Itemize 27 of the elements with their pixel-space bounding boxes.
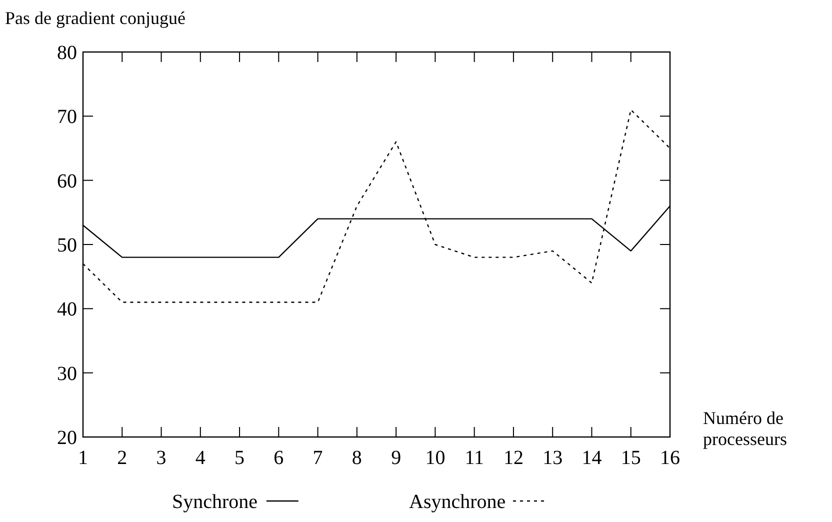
x-tick-label: 6: [274, 447, 284, 469]
x-tick-label: 9: [391, 447, 402, 469]
legend-label: Synchrone: [172, 491, 258, 513]
y-tick-label: 50: [57, 234, 77, 256]
y-tick-label: 20: [57, 427, 77, 449]
y-tick-label: 60: [57, 170, 77, 192]
x-tick-label: 14: [582, 447, 602, 469]
x-tick-label: 1: [78, 447, 88, 469]
x-axis-title: Numéro de processeurs: [703, 408, 787, 449]
legend-label: Asynchrone: [409, 491, 506, 513]
x-tick-label: 13: [542, 447, 563, 469]
x-tick-label: 16: [660, 447, 680, 469]
x-tick-label: 2: [117, 447, 128, 469]
x-tick-label: 8: [352, 447, 362, 469]
y-tick-label: 70: [57, 106, 77, 128]
y-axis-title: Pas de gradient conjugué: [5, 8, 186, 28]
y-tick-label: 80: [57, 42, 77, 64]
y-tick-label: 30: [57, 362, 77, 385]
x-tick-label: 3: [156, 447, 166, 469]
x-tick-label: 11: [464, 447, 484, 469]
x-tick-label: 10: [425, 447, 446, 469]
x-tick-label: 7: [312, 447, 323, 469]
x-tick-label: 12: [503, 447, 524, 469]
x-tick-label: 15: [620, 447, 641, 469]
x-tick-label: 4: [195, 447, 206, 469]
x-tick-label: 5: [234, 447, 245, 469]
y-tick-label: 40: [57, 298, 77, 321]
